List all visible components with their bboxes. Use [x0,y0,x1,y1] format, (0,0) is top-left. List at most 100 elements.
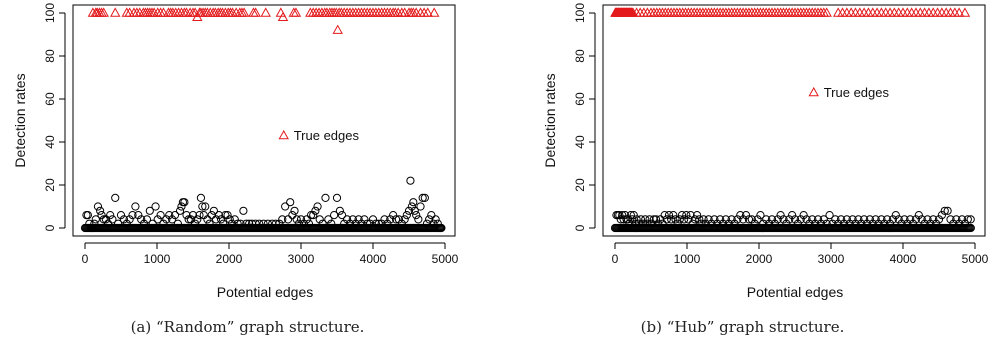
x-tick-label: 3000 [288,252,315,266]
other-edge-point [360,215,369,224]
other-edge-point [957,215,967,224]
other-edge-point [813,215,823,224]
other-edge-point [664,211,674,220]
other-edge-point [860,215,869,224]
other-edge-point [180,198,189,207]
other-edge-point [662,215,671,224]
other-edge-point [337,211,347,220]
other-edge-point [239,206,248,215]
true-edge-point [158,7,169,17]
caption-hub: (b) “Hub” graph structure. [640,318,845,336]
true-edge-point [858,7,870,17]
other-edge-point [278,215,287,224]
other-edge-point [914,211,923,220]
other-edge-point [906,215,915,224]
other-edge-point [641,215,650,224]
true-edge-point [893,7,904,17]
other-edge-point [721,215,730,224]
true-edge-point [837,7,848,17]
other-edge-point [165,211,174,220]
x-axis-title: Potential edges [747,284,844,300]
true-edge-point [945,7,956,17]
other-edge-point [324,215,333,224]
other-edge-point [153,215,162,224]
scatter-plot-hub: 0 1000 2000 3000 4000 5000 0 20 40 60 80 100 Potenti… [542,3,989,300]
other-edge-point [348,215,357,224]
other-edge-point [175,206,185,215]
x-axis-title: Potential edges [217,284,314,300]
other-edge-point [651,215,661,224]
other-edge-point [762,215,771,224]
other-edge-point [221,211,230,220]
other-edge-point [186,215,195,224]
other-edge-point [93,202,103,211]
scatter-plot-random: 0 1000 2000 3000 4000 5000 0 20 40 60 80 100 Potenti… [12,3,459,300]
other-edge-point [943,206,952,215]
x-tick-label: 2000 [216,252,243,266]
other-edge-point [776,211,785,220]
other-edge-point [671,215,680,224]
other-edge-point [669,211,678,220]
true-edge-point [821,7,832,17]
other-edge-point [692,211,702,220]
other-edge-point [966,215,975,224]
x-tick-label: 5000 [962,252,989,266]
other-edge-point [682,211,691,220]
other-edge-point [290,206,299,215]
other-edge-point [756,211,765,220]
other-edge-point [773,215,782,224]
other-edge-point [170,211,180,220]
other-edge-point [211,215,221,224]
other-edge-point [386,215,395,224]
other-edge-point [934,215,944,224]
other-edge-point [223,211,232,220]
other-edge-point [425,215,434,224]
other-edge-point [292,215,301,224]
other-edge-point [201,202,210,211]
other-edge-point [207,211,216,220]
legend-triangle-icon [808,86,819,97]
other-edge-point [128,211,137,220]
y-tick-label: 0 [43,224,57,231]
other-edge-point [619,215,628,224]
other-edge-point [418,193,427,202]
y-tick-label: 40 [43,135,57,149]
other-edge-point [142,215,152,224]
true-edge-point [854,7,866,17]
other-edge-point [332,193,342,202]
other-edge-point [741,211,751,220]
other-edge-point [225,215,234,224]
other-edge-point [656,215,665,224]
true-edge-point [953,7,965,17]
other-edge-point [288,211,297,220]
true-edge-point [923,7,935,17]
other-edge-point [306,211,316,220]
other-edge-point [790,215,800,224]
other-edge-point [871,215,880,224]
other-edge-point [214,211,224,220]
other-edge-point [188,211,198,220]
other-edge-point [406,176,415,185]
other-edge-point [626,211,635,220]
other-edge-point [404,206,414,215]
other-edge-point [391,215,401,224]
other-edge-point [684,215,693,224]
true-edge-point [932,7,943,17]
x-tick-label: 0 [82,252,89,266]
y-axis-title: Detection rates [542,73,558,167]
other-edge-point [831,215,840,224]
other-edge-point [101,215,110,224]
other-edge-point [690,215,700,224]
x-tick-label: 1000 [674,252,701,266]
other-edge-point [649,215,658,224]
true-edge-point [919,7,930,17]
true-edge-point [428,7,440,17]
other-edge-point [929,215,938,224]
plot-frame [72,4,456,237]
other-edge-point [680,215,689,224]
other-edge-point [675,215,684,224]
true-edge-point [876,7,887,17]
x-tick-label: 4000 [890,252,917,266]
other-edge-point [888,215,898,224]
true-edge-point [880,7,891,17]
